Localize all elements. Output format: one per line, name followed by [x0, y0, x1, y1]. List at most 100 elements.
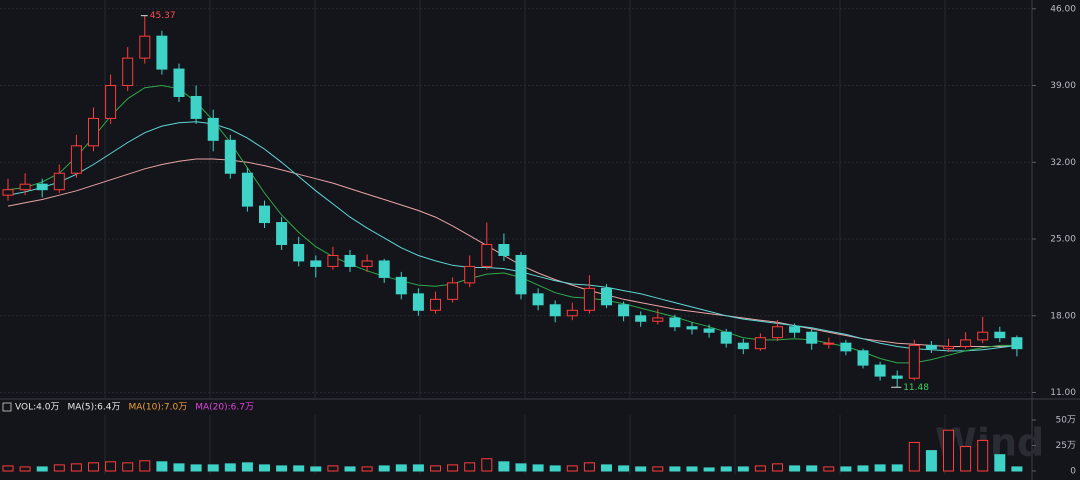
moving-average-line: [7, 158, 1017, 347]
y-tick-label: 50万: [1056, 416, 1076, 426]
volume-bar: [378, 465, 390, 472]
candle-body: [601, 287, 612, 306]
candle-body: [293, 244, 305, 262]
legend-entry: MA(20):6.7万: [195, 403, 254, 413]
volume-bar: [618, 465, 630, 472]
volume-bar: [224, 463, 236, 472]
candle-body: [241, 172, 253, 207]
volume-bar: [241, 462, 253, 472]
candle-body: [447, 282, 459, 300]
candle-body: [840, 342, 852, 352]
candle-body: [2, 189, 14, 196]
volume-bar: [840, 466, 852, 472]
candle-body: [908, 344, 920, 379]
volume-bar: [703, 467, 715, 472]
candle-body: [515, 254, 527, 295]
volume-bar: [772, 463, 783, 472]
volume-bar: [412, 464, 424, 472]
candle-body: [806, 331, 818, 344]
help-icon[interactable]: [2, 402, 12, 412]
candle-body: [327, 254, 339, 267]
candle-body: [823, 342, 835, 345]
volume-bar: [430, 465, 441, 472]
volume-bar: [601, 464, 612, 472]
candle-body: [925, 344, 937, 350]
candle-body: [943, 345, 954, 350]
y-tick-label: 39.00: [1050, 81, 1076, 91]
volume-bar: [464, 462, 476, 472]
volume-bar: [874, 464, 886, 472]
volume-bar: [447, 464, 459, 472]
volume-bar: [19, 466, 31, 472]
candle-body: [430, 298, 441, 311]
volume-bar: [481, 458, 493, 472]
candle-body: [703, 328, 715, 333]
volume-bar: [908, 441, 920, 472]
volume-bar: [652, 466, 664, 472]
candle-body: [772, 326, 783, 339]
candle-body: [259, 205, 270, 224]
candle-body: [960, 339, 972, 347]
volume-bar: [259, 464, 270, 472]
candle-body: [190, 95, 202, 119]
volume-bar: [361, 466, 373, 472]
volume-bar: [36, 466, 48, 472]
candle-body: [669, 317, 681, 328]
low-label: 11.48: [903, 383, 929, 393]
volume-bar: [720, 466, 732, 472]
volume-bar: [857, 465, 869, 472]
volume-bar: [669, 466, 681, 472]
legend-entry: MA(10):7.0万: [128, 403, 187, 413]
volume-bar: [293, 465, 305, 472]
candle-body: [395, 276, 407, 295]
moving-average-line: [7, 121, 1017, 352]
candle-body: [977, 331, 989, 341]
volume-bar: [2, 465, 14, 472]
volume-bar: [891, 464, 903, 472]
candle-body: [378, 260, 390, 278]
candle-body: [874, 364, 886, 377]
volume-bar: [327, 465, 339, 472]
volume-bar: [977, 439, 989, 472]
volume-bar: [925, 450, 937, 472]
candle-body: [549, 304, 561, 317]
volume-bar: [173, 463, 185, 472]
volume-bar: [994, 454, 1006, 472]
volume-bar: [549, 465, 561, 472]
candle-body: [88, 117, 99, 147]
candle-body: [361, 260, 373, 267]
candle-body: [53, 172, 65, 191]
high-label: 45.37: [150, 11, 176, 21]
candle-body: [566, 309, 578, 317]
candle-body: [412, 293, 424, 311]
volume-bar: [53, 464, 65, 472]
volume-bar: [823, 466, 835, 472]
volume-bar: [566, 465, 578, 472]
candle-body: [105, 85, 117, 119]
y-tick-label: 18.00: [1050, 311, 1076, 321]
volume-bar: [1011, 466, 1023, 472]
y-tick-label: 32.00: [1050, 158, 1076, 168]
volume-bar: [498, 461, 510, 472]
volume-bar: [310, 466, 322, 472]
candle-body: [464, 265, 476, 284]
legend-entry: MA(5):6.4万: [67, 403, 120, 413]
candle-body: [122, 57, 134, 87]
candle-body: [19, 183, 31, 191]
volume-bar: [754, 465, 766, 472]
volume-bar: [122, 462, 134, 472]
candle-body: [857, 350, 869, 366]
candle-body: [1011, 337, 1023, 350]
volume-bar: [943, 429, 954, 472]
candle-body: [139, 35, 151, 59]
candle-body: [207, 117, 219, 141]
candle-body: [173, 68, 185, 97]
candle-body: [498, 244, 510, 256]
volume-bar: [686, 466, 698, 472]
candle-body: [891, 375, 903, 379]
candle-body: [635, 315, 647, 322]
y-tick-label: 11.00: [1050, 388, 1076, 398]
volume-bar: [395, 464, 407, 472]
